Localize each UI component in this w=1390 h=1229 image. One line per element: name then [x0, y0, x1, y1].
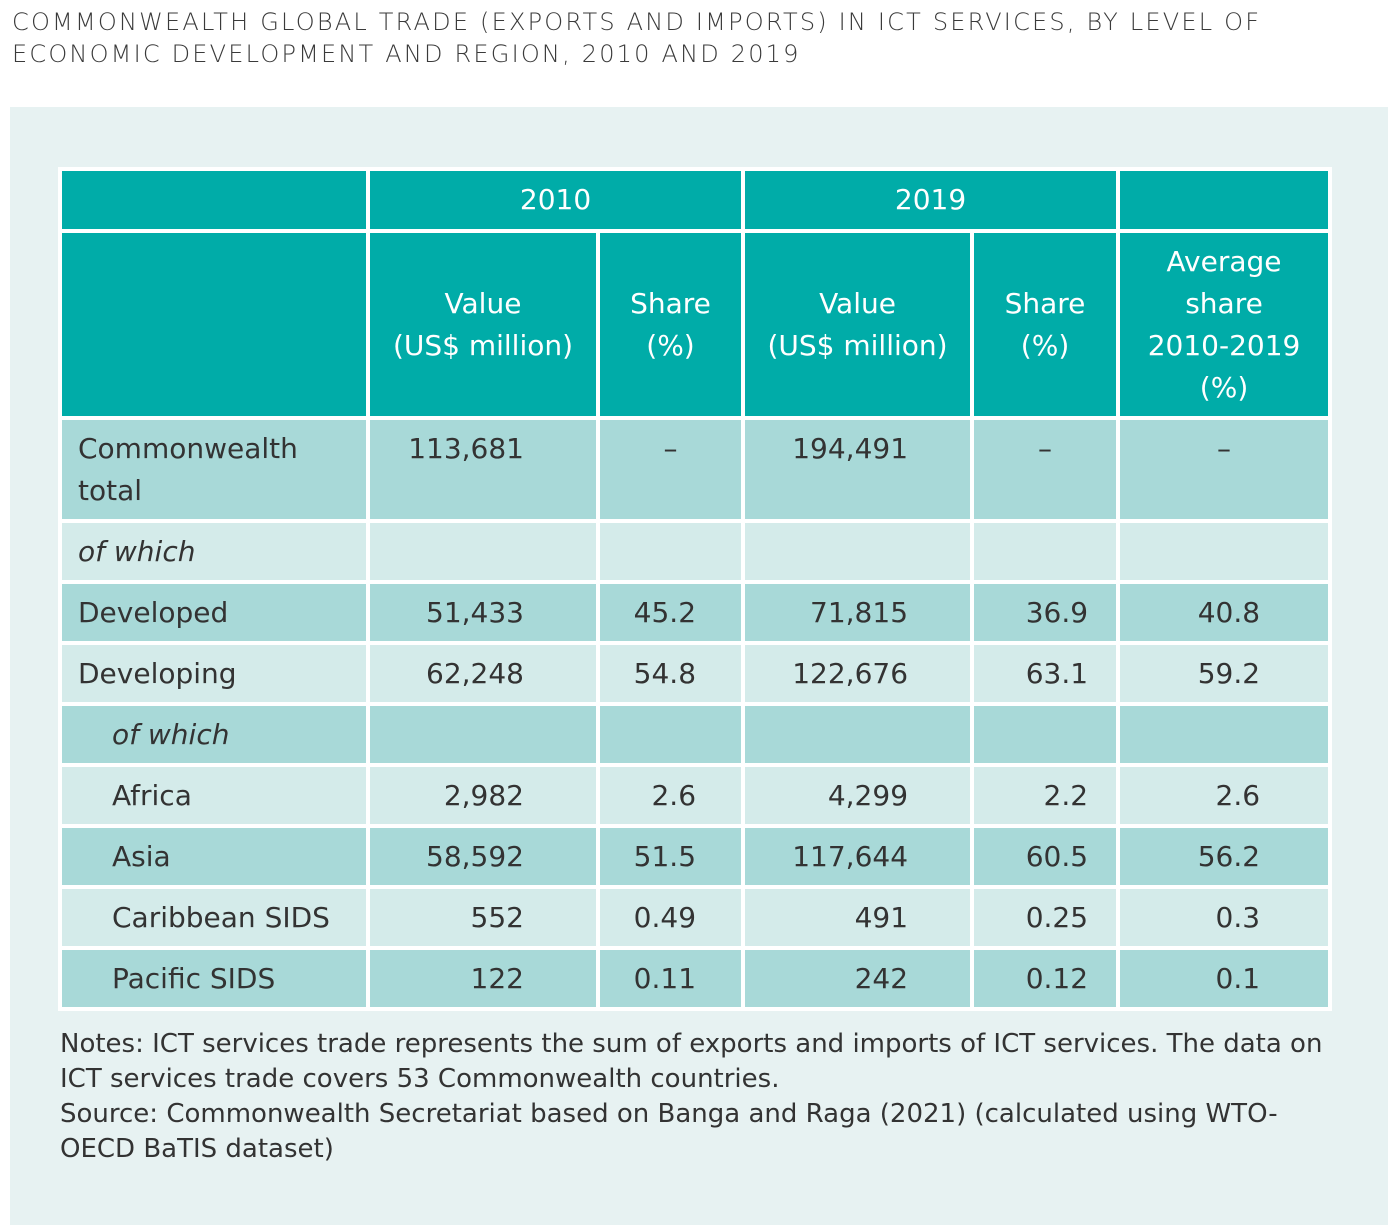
note: Source: Commonwealth Secretariat based o… [60, 1099, 1278, 1164]
value-cell: – [600, 420, 742, 519]
table-row: of which [62, 706, 1329, 763]
header-row: Value (US$ million) Share (%) Value (US$ mill… [62, 233, 1329, 416]
row-label: Developing [62, 645, 366, 702]
row-label: Africa [62, 767, 366, 824]
row-label: Developed [62, 584, 366, 641]
value-cell: 40.8 [1120, 584, 1329, 641]
column-header-line: Average [1166, 244, 1282, 278]
value-cell: 0.25 [974, 889, 1117, 946]
value-cell: 51,433 [370, 584, 596, 641]
column-header: Value (US$ million) [370, 233, 596, 416]
value-cell: 491 [745, 889, 971, 946]
row-label: Pacific SIDS [62, 950, 366, 1007]
empty-cell [974, 706, 1117, 763]
table-row: Caribbean SIDS 552 0.49 491 0.25 0.3 [62, 889, 1329, 946]
value-cell: 2.6 [600, 767, 742, 824]
table-row: Developing 62,248 54.8 122,676 63.1 59.2 [62, 645, 1329, 702]
value-cell: – [974, 420, 1117, 519]
table-head: 2010 2019 Value (US$ million) Share (%) Value (… [62, 171, 1329, 416]
column-header-line: (US$ million) [392, 328, 574, 362]
value-cell: 63.1 [974, 645, 1117, 702]
column-header: Average share 2010-2019 (%) [1120, 233, 1329, 416]
value-cell: 0.12 [974, 950, 1117, 1007]
value-cell: 2.2 [974, 767, 1117, 824]
value-cell: 0.11 [600, 950, 742, 1007]
value-cell: 194,491 [745, 420, 971, 519]
column-header-line: (%) [1199, 370, 1249, 404]
empty-cell [600, 523, 742, 580]
column-header-line: Value [819, 286, 896, 320]
table-row: of which [62, 523, 1329, 580]
value-cell: 51.5 [600, 828, 742, 885]
table-row: Africa 2,982 2.6 4,299 2.2 2.6 [62, 767, 1329, 824]
value-cell: 2.6 [1120, 767, 1329, 824]
empty-cell [370, 523, 596, 580]
column-header: Value (US$ million) [745, 233, 971, 416]
notes: Notes: ICT services trade represents the… [60, 1027, 1340, 1167]
value-cell: 0.49 [600, 889, 742, 946]
table-row: Asia 58,592 51.5 117,644 60.5 56.2 [62, 828, 1329, 885]
value-cell: 4,299 [745, 767, 971, 824]
column-header-line: (US$ million) [767, 328, 948, 362]
subhead-cell: of which [62, 523, 366, 580]
value-cell: 60.5 [974, 828, 1117, 885]
column-header-line: 2010-2019 [1147, 328, 1301, 362]
value-cell: 36.9 [974, 584, 1117, 641]
table-body: Commonwealth total 113,681–194,491– – of wh… [62, 420, 1329, 1007]
empty-cell [745, 706, 971, 763]
column-header: Share (%) [600, 233, 742, 416]
column-header-line: share [1185, 286, 1263, 320]
note: Notes: ICT services trade represents the… [60, 1029, 1323, 1094]
empty-cell [370, 706, 596, 763]
value-cell: 54.8 [600, 645, 742, 702]
value-cell: 59.2 [1120, 645, 1329, 702]
table-row: Pacific SIDS 122 0.11 242 0.12 0.1 [62, 950, 1329, 1007]
empty-cell [1120, 706, 1329, 763]
empty-cell [600, 706, 742, 763]
value-cell: – [1120, 420, 1329, 519]
subhead-cell: of which [62, 706, 366, 763]
column-header-line: (%) [646, 328, 695, 362]
column-header-line: Share [1004, 286, 1086, 320]
column-header-line: (%) [1020, 328, 1070, 362]
title: COMMONWEALTH GLOBAL TRADE (EXPORTS AND I… [12, 8, 1262, 68]
row-label: Caribbean SIDS [62, 889, 366, 946]
value-cell: 2,982 [370, 767, 596, 824]
value-cell: 117,644 [745, 828, 971, 885]
empty-cell [745, 523, 971, 580]
header-cell [1120, 171, 1329, 229]
column-header: Share (%) [974, 233, 1117, 416]
column-header-line: Value [444, 286, 522, 320]
row-label: Asia [62, 828, 366, 885]
value-cell: 113,681 [370, 420, 596, 519]
empty-cell [1120, 523, 1329, 580]
value-cell: 71,815 [745, 584, 971, 641]
value-cell: 242 [745, 950, 971, 1007]
data-table: 2010 2019 Value (US$ million) Share (%) Value (… [58, 167, 1333, 1011]
value-cell: 45.2 [600, 584, 742, 641]
value-cell: 552 [370, 889, 596, 946]
table-row: Developed 51,433 45.2 71,815 36.9 40.8 [62, 584, 1329, 641]
header-row: 2010 2019 [62, 171, 1329, 229]
value-cell: 0.3 [1120, 889, 1329, 946]
group-header: 2019 [745, 171, 1117, 229]
header-cell [62, 171, 366, 229]
row-label: Commonwealth total [62, 420, 366, 519]
value-cell: 0.1 [1120, 950, 1329, 1007]
value-cell: 62,248 [370, 645, 596, 702]
value-cell: 122,676 [745, 645, 971, 702]
column-header-line: Share [630, 286, 711, 320]
header-cell [62, 233, 366, 416]
value-cell: 56.2 [1120, 828, 1329, 885]
table-row: Commonwealth total 113,681–194,491– – [62, 420, 1329, 519]
value-cell: 122 [370, 950, 596, 1007]
value-cell: 58,592 [370, 828, 596, 885]
group-header: 2010 [370, 171, 742, 229]
empty-cell [974, 523, 1117, 580]
panel: 2010 2019 Value (US$ million) Share (%) Value (… [10, 107, 1388, 1225]
